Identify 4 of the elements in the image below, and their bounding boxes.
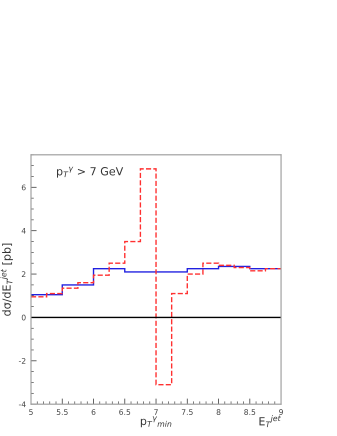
x-axis-title: p$_{T}$$^{γ}$$_{min}$	[140, 416, 172, 428]
y-axis-title: dσ/dE$_{T}$$^{jet}$ [pb]	[0, 244, 13, 316]
annotation: p$_{T}$$^{γ}$ > 7 GeV	[57, 166, 124, 178]
text: E$_{T}$$^{jet}$	[259, 415, 281, 428]
